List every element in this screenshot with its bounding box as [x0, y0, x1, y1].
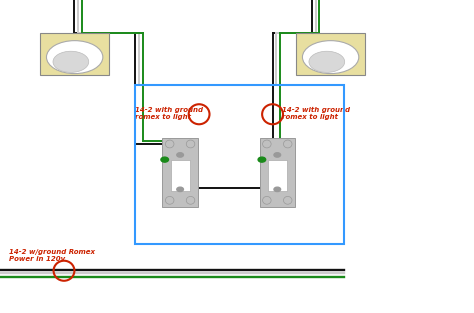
Ellipse shape [283, 197, 292, 204]
Circle shape [274, 153, 281, 157]
Circle shape [258, 157, 265, 162]
Ellipse shape [186, 197, 195, 204]
Bar [268, 160, 287, 191]
Ellipse shape [302, 41, 359, 74]
Bar [259, 138, 295, 207]
Text: 14-2 with ground
romex to light: 14-2 with ground romex to light [282, 106, 350, 120]
Text: 14-2 with ground
romex to light: 14-2 with ground romex to light [135, 106, 203, 120]
Circle shape [274, 187, 281, 192]
Ellipse shape [283, 140, 292, 148]
Ellipse shape [263, 140, 271, 148]
Ellipse shape [46, 41, 103, 74]
Bar [296, 33, 365, 75]
Circle shape [161, 157, 169, 162]
Bar [171, 160, 190, 191]
Ellipse shape [263, 197, 271, 204]
Circle shape [177, 187, 183, 192]
Ellipse shape [309, 51, 345, 72]
Ellipse shape [186, 140, 195, 148]
Bar [162, 138, 198, 207]
Bar [135, 85, 344, 244]
Text: 14-2 w/ground Romex
Power in 120v: 14-2 w/ground Romex Power in 120v [9, 249, 95, 262]
Ellipse shape [165, 197, 174, 204]
Ellipse shape [53, 51, 89, 72]
Circle shape [177, 153, 183, 157]
Bar [40, 33, 109, 75]
Ellipse shape [165, 140, 174, 148]
